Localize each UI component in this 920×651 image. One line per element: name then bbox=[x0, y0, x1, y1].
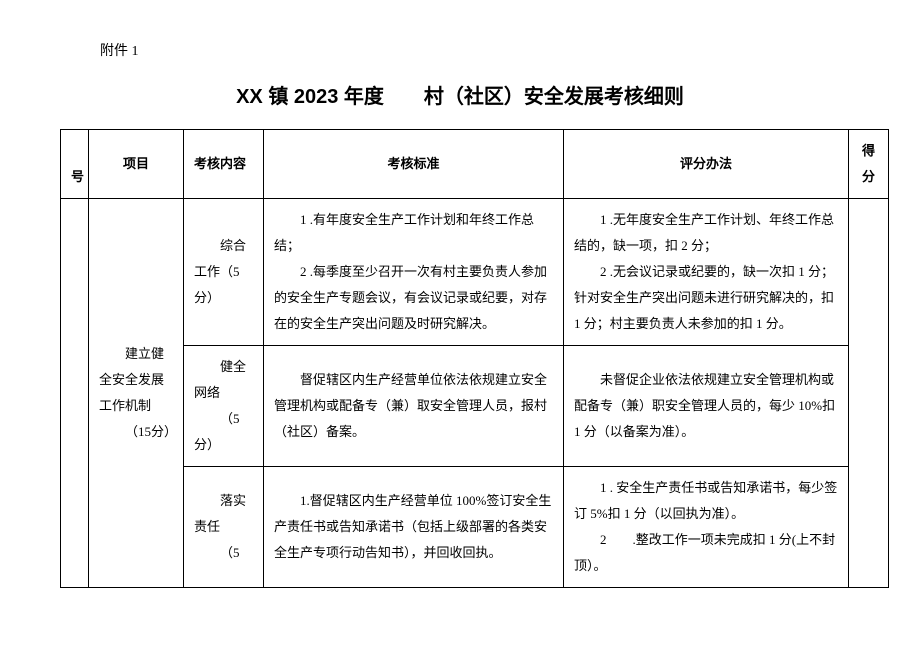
cell-standard: 督促辖区内生产经营单位依法依规建立安全管理机构或配备专（兼）取安全管理人员，报村… bbox=[264, 346, 564, 467]
table-row: 落实责任 （5 1.督促辖区内生产经营单位 100%签订安全生产责任书或告知承诺… bbox=[61, 467, 889, 588]
standard-text: 1 .有年度安全生产工作计划和年终工作总结； bbox=[274, 207, 553, 259]
assessment-table: 号 项目 考核内容 考核标准 评分办法 得分 建立健全安全发展工作机制 （15分… bbox=[60, 129, 889, 588]
standard-text: 2 .每季度至少召开一次有村主要负责人参加的安全生产专题会议，有会议记录或纪要，… bbox=[274, 259, 553, 337]
cell-num bbox=[61, 199, 89, 588]
method-text: 1 . 安全生产责任书或告知承诺书，每少签订 5%扣 1 分（以回执为准）。 bbox=[574, 475, 838, 527]
cell-content: 落实责任 （5 bbox=[184, 467, 264, 588]
cell-content: 综合工作（5分） bbox=[184, 199, 264, 346]
cell-method: 1 . 安全生产责任书或告知承诺书，每少签订 5%扣 1 分（以回执为准）。 2… bbox=[564, 467, 849, 588]
method-text: 1 .无年度安全生产工作计划、年终工作总结的，缺一项，扣 2 分； bbox=[574, 207, 838, 259]
cell-content: 健全网络 （5分） bbox=[184, 346, 264, 467]
standard-text: 督促辖区内生产经营单位依法依规建立安全管理机构或配备专（兼）取安全管理人员，报村… bbox=[274, 367, 553, 445]
header-content: 考核内容 bbox=[184, 130, 264, 199]
header-project: 项目 bbox=[89, 130, 184, 199]
content-name: 综合工作（5分） bbox=[194, 233, 253, 311]
cell-standard: 1 .有年度安全生产工作计划和年终工作总结； 2 .每季度至少召开一次有村主要负… bbox=[264, 199, 564, 346]
method-text: 未督促企业依法依规建立安全管理机构或配备专（兼）职安全管理人员的，每少 10%扣… bbox=[574, 367, 838, 445]
content-points: （5分） bbox=[194, 406, 253, 458]
cell-project: 建立健全安全发展工作机制 （15分） bbox=[89, 199, 184, 588]
header-score: 得分 bbox=[849, 130, 889, 199]
content-points: （5 bbox=[194, 540, 253, 566]
project-name: 建立健全安全发展工作机制 bbox=[99, 341, 173, 419]
project-points: （15分） bbox=[99, 419, 173, 445]
header-method: 评分办法 bbox=[564, 130, 849, 199]
cell-method: 1 .无年度安全生产工作计划、年终工作总结的，缺一项，扣 2 分； 2 .无会议… bbox=[564, 199, 849, 346]
attachment-label: 附件 1 bbox=[100, 40, 860, 60]
header-num: 号 bbox=[61, 130, 89, 199]
cell-standard: 1.督促辖区内生产经营单位 100%签订安全生产责任书或告知承诺书（包括上级部署… bbox=[264, 467, 564, 588]
cell-method: 未督促企业依法依规建立安全管理机构或配备专（兼）职安全管理人员的，每少 10%扣… bbox=[564, 346, 849, 467]
standard-text: 1.督促辖区内生产经营单位 100%签订安全生产责任书或告知承诺书（包括上级部署… bbox=[274, 488, 553, 566]
content-name: 落实责任 bbox=[194, 488, 253, 540]
table-header-row: 号 项目 考核内容 考核标准 评分办法 得分 bbox=[61, 130, 889, 199]
header-standard: 考核标准 bbox=[264, 130, 564, 199]
table-row: 建立健全安全发展工作机制 （15分） 综合工作（5分） 1 .有年度安全生产工作… bbox=[61, 199, 889, 346]
content-name: 健全网络 bbox=[194, 354, 253, 406]
method-text: 2 .无会议记录或纪要的，缺一次扣 1 分；针对安全生产突出问题未进行研究解决的… bbox=[574, 259, 838, 337]
cell-score bbox=[849, 199, 889, 588]
method-text: 2 .整改工作一项未完成扣 1 分(上不封顶）。 bbox=[574, 527, 838, 579]
document-title: XX 镇 2023 年度 村（社区）安全发展考核细则 bbox=[60, 80, 860, 109]
table-row: 健全网络 （5分） 督促辖区内生产经营单位依法依规建立安全管理机构或配备专（兼）… bbox=[61, 346, 889, 467]
